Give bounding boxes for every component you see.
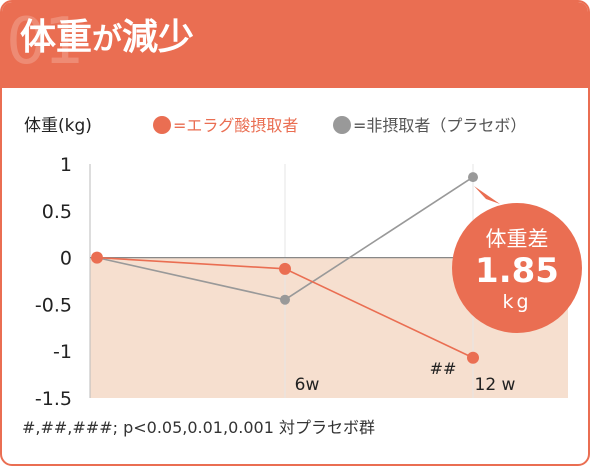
data-point (468, 172, 478, 183)
legend-label: =非摂取者（プラセボ） (353, 116, 526, 135)
badge-unit: kg (502, 291, 531, 313)
legend-marker (333, 116, 351, 134)
title-part-1: 体重 (20, 17, 93, 58)
y-tick-label: 1 (60, 154, 72, 176)
y-tick-label: 0 (60, 248, 72, 270)
y-tick-label: -1.5 (35, 388, 72, 410)
title-part-2: が (92, 22, 123, 57)
badge-label: 体重差 (486, 227, 549, 251)
header-bar: 01 体重が減少 (2, 2, 588, 88)
badge-pointer (474, 186, 500, 204)
weight-difference-badge (452, 203, 582, 333)
data-point (279, 262, 291, 275)
data-point (280, 294, 290, 305)
x-tick-label: 6w (295, 375, 320, 395)
legend-label: =エラグ酸摂取者 (173, 116, 298, 135)
title-part-3: 減少 (122, 17, 195, 58)
legend-marker (153, 116, 171, 134)
badge-value: 1.85 (475, 251, 559, 291)
data-point (467, 351, 479, 364)
x-tick-label: 12 w (475, 375, 516, 395)
y-axis-label: 体重(kg) (24, 116, 92, 136)
y-tick-label: 0.5 (42, 201, 72, 223)
significance-mark: ## (430, 359, 457, 378)
section-number: 01 (6, 5, 84, 79)
y-tick-label: -0.5 (35, 294, 72, 316)
page-title: 体重が減少 (20, 16, 194, 62)
footnote: #,##,###; p<0.05,0.01,0.001 対プラセボ群 (22, 418, 375, 437)
y-tick-label: -1 (53, 341, 72, 363)
data-point (91, 251, 103, 264)
